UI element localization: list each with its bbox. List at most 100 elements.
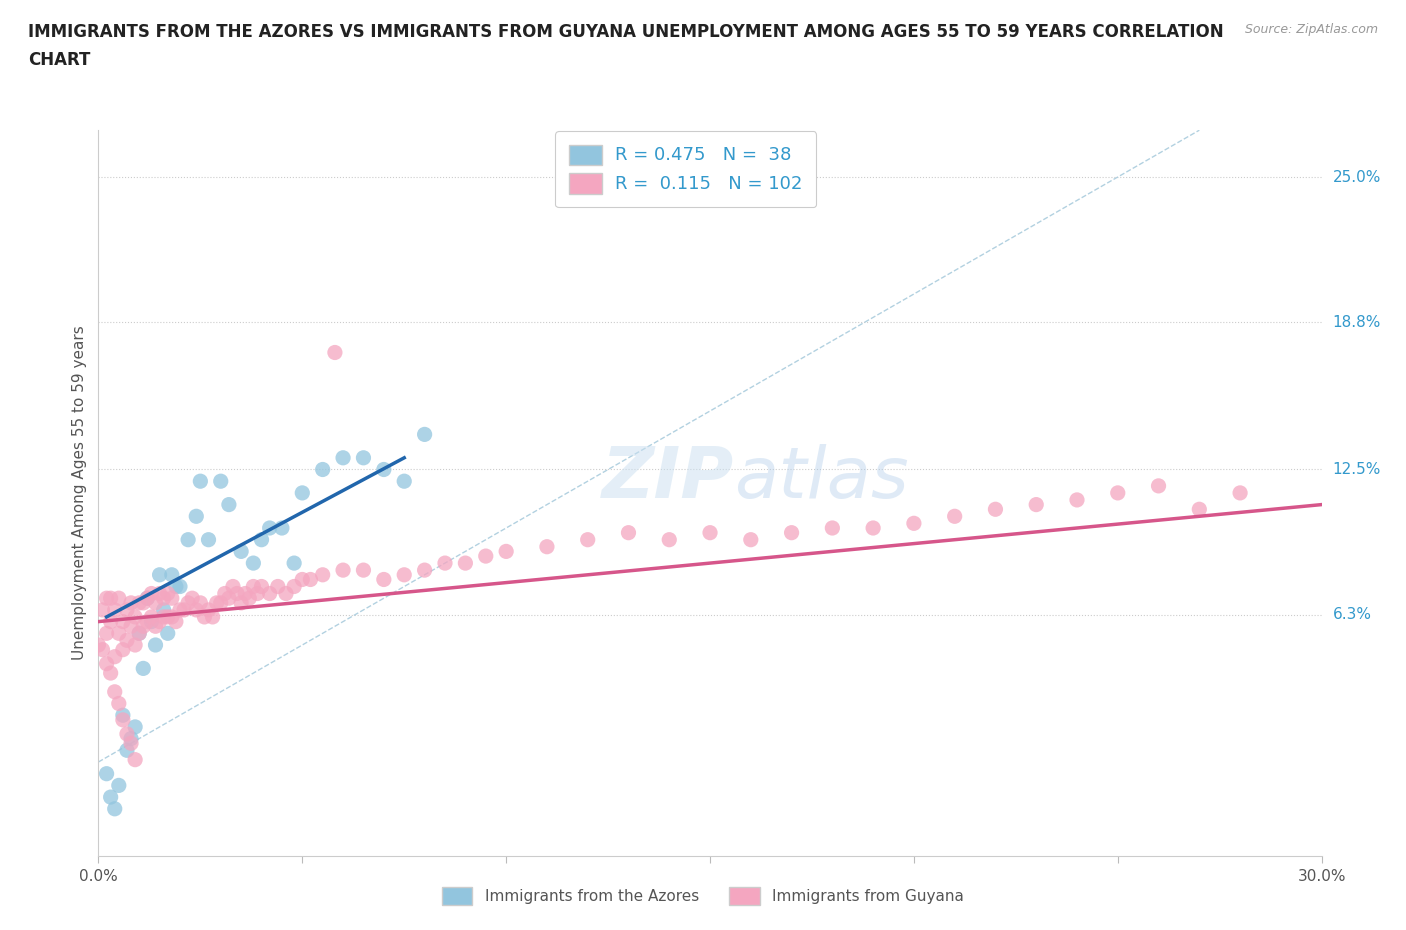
Legend: Immigrants from the Azores, Immigrants from Guyana: Immigrants from the Azores, Immigrants f…	[434, 879, 972, 913]
Point	[108, 591, 131, 605]
Point	[392, 473, 416, 488]
Point	[145, 595, 167, 610]
Point	[111, 643, 134, 658]
Point	[115, 633, 138, 648]
Point	[149, 586, 172, 601]
Point	[222, 579, 245, 594]
Point	[156, 609, 179, 624]
Point	[238, 591, 260, 605]
Point	[120, 618, 142, 633]
Point	[124, 609, 146, 624]
Point	[197, 532, 219, 547]
Point	[373, 462, 395, 477]
Point	[699, 525, 721, 540]
Point	[291, 572, 314, 587]
Point	[312, 462, 335, 477]
Point	[186, 509, 208, 524]
Point	[120, 736, 142, 751]
Point	[91, 603, 114, 618]
Point	[434, 555, 457, 570]
Point	[188, 595, 212, 610]
Point	[128, 595, 150, 610]
Point	[1107, 485, 1129, 500]
Point	[124, 720, 146, 735]
Point	[209, 473, 232, 488]
Point	[128, 626, 150, 641]
Point	[283, 555, 305, 570]
Point	[132, 661, 155, 676]
Point	[259, 586, 281, 601]
Text: CHART: CHART	[28, 51, 90, 69]
Point	[205, 595, 228, 610]
Point	[104, 684, 127, 699]
Point	[152, 591, 174, 605]
Point	[141, 614, 163, 629]
Point	[104, 649, 127, 664]
Point	[120, 595, 142, 610]
Point	[332, 450, 354, 465]
Point	[1188, 502, 1211, 517]
Text: ZIP: ZIP	[602, 444, 734, 512]
Point	[218, 498, 240, 512]
Point	[132, 618, 155, 633]
Point	[226, 586, 249, 601]
Point	[156, 586, 179, 601]
Point	[152, 609, 174, 624]
Point	[165, 579, 187, 594]
Text: 12.5%: 12.5%	[1333, 462, 1381, 477]
Point	[186, 603, 208, 618]
Point	[209, 595, 232, 610]
Point	[780, 525, 803, 540]
Point	[454, 555, 477, 570]
Point	[201, 609, 224, 624]
Point	[373, 572, 395, 587]
Point	[169, 579, 191, 594]
Point	[323, 345, 346, 360]
Point	[141, 586, 163, 601]
Point	[104, 802, 127, 817]
Point	[136, 614, 159, 629]
Point	[124, 638, 146, 653]
Point	[267, 579, 290, 594]
Point	[156, 626, 179, 641]
Point	[160, 591, 183, 605]
Point	[740, 532, 762, 547]
Point	[149, 567, 172, 582]
Point	[115, 743, 138, 758]
Text: Source: ZipAtlas.com: Source: ZipAtlas.com	[1244, 23, 1378, 36]
Point	[111, 708, 134, 723]
Text: 18.8%: 18.8%	[1333, 314, 1381, 329]
Point	[111, 712, 134, 727]
Point	[242, 579, 264, 594]
Point	[233, 586, 256, 601]
Point	[1147, 478, 1170, 493]
Point	[177, 595, 200, 610]
Point	[165, 614, 187, 629]
Point	[312, 567, 335, 582]
Legend: R = 0.475   N =  38, R =  0.115   N = 102: R = 0.475 N = 38, R = 0.115 N = 102	[555, 131, 815, 207]
Point	[160, 567, 183, 582]
Text: 6.3%: 6.3%	[1333, 607, 1372, 622]
Point	[250, 579, 273, 594]
Point	[862, 521, 884, 536]
Point	[474, 549, 498, 564]
Point	[145, 638, 167, 653]
Point	[96, 591, 118, 605]
Point	[132, 595, 155, 610]
Point	[943, 509, 966, 524]
Point	[96, 657, 118, 671]
Point	[96, 766, 118, 781]
Point	[291, 485, 314, 500]
Point	[259, 521, 281, 536]
Point	[413, 563, 436, 578]
Point	[903, 516, 925, 531]
Point	[536, 539, 558, 554]
Point	[100, 614, 122, 629]
Point	[231, 544, 253, 559]
Text: 25.0%: 25.0%	[1333, 169, 1381, 184]
Point	[100, 666, 122, 681]
Point	[115, 726, 138, 741]
Point	[392, 567, 416, 582]
Point	[115, 603, 138, 618]
Point	[352, 450, 374, 465]
